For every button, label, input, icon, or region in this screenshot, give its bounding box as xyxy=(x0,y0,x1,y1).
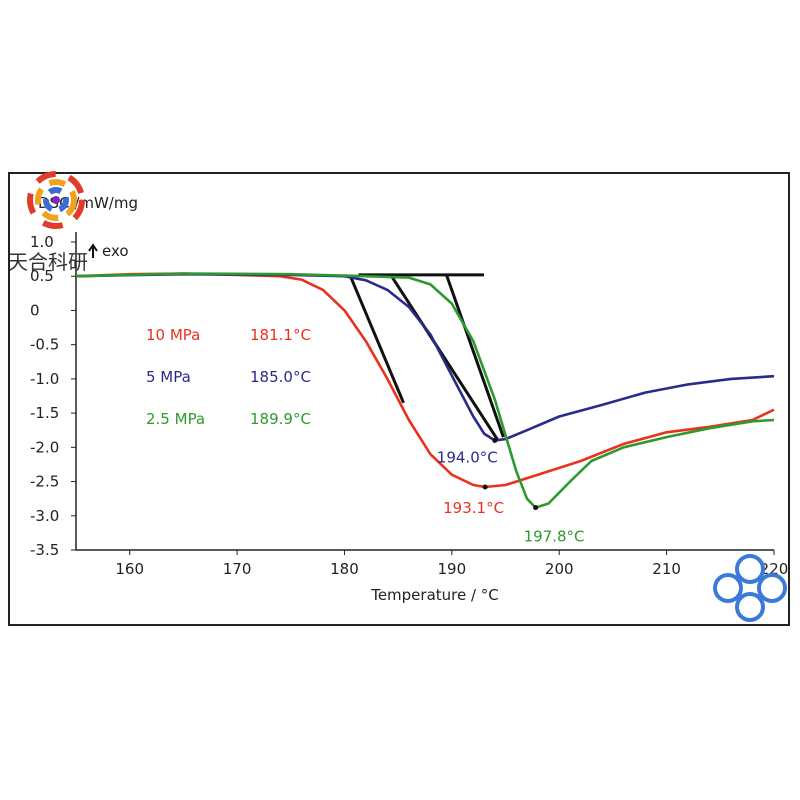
legend-pressure: 5 MPa xyxy=(146,368,191,386)
peak-marker xyxy=(533,505,539,511)
exo-label: exo xyxy=(102,242,129,260)
y-tick-label: -3.0 xyxy=(30,507,59,525)
legend-onset: 181.1°C xyxy=(250,326,311,344)
x-tick-label: 160 xyxy=(115,560,144,578)
chart-frame: 1.0 0.5 0 -0.5 -1.0 -1.5 -2.0 -2.5 -3.0 -3.5 160 17… xyxy=(8,172,790,626)
peak-marker xyxy=(482,484,488,490)
y-tick-label: -1.5 xyxy=(30,404,59,422)
peak-annotation: 194.0°C xyxy=(437,448,498,466)
y-tick-label: -2.0 xyxy=(30,438,59,456)
tangent-line xyxy=(389,274,500,442)
y-tick-label: -1.0 xyxy=(30,370,59,388)
y-tick-label: 0 xyxy=(30,301,40,319)
y-tick-label: 1.0 xyxy=(30,233,54,251)
x-tick-label: 200 xyxy=(545,560,574,578)
series-group xyxy=(75,272,775,509)
axes: 1.0 0.5 0 -0.5 -1.0 -1.5 -2.0 -2.5 -3.0 -3.5 160 17… xyxy=(30,232,788,578)
x-tick-label: 170 xyxy=(223,560,252,578)
y-tick-label: 0.5 xyxy=(30,267,54,285)
legend-onset: 189.9°C xyxy=(250,410,311,428)
tangent-line xyxy=(348,274,405,404)
series-line xyxy=(75,272,775,509)
exo-arrow-icon xyxy=(88,243,98,258)
colorful-logo-icon xyxy=(26,170,86,230)
legend-pressure: 10 MPa xyxy=(146,326,200,344)
peak-marker xyxy=(492,437,498,443)
tangent-lines xyxy=(348,273,505,442)
y-tick-label: -3.5 xyxy=(30,541,59,559)
legend-onset: 185.0°C xyxy=(250,368,311,386)
y-tick-label: -2.5 xyxy=(30,473,59,491)
x-tick-label: 190 xyxy=(438,560,467,578)
peak-markers: 194.0°C 193.1°C 197.8°C xyxy=(437,437,585,546)
x-axis-title: Temperature / °C xyxy=(370,586,499,604)
chart-labels: DSC /mW/mg Temperature / °C exo 10 MPa 18… xyxy=(38,194,499,604)
watermark-text: 天合科研 xyxy=(8,250,88,274)
chain-logo-icon xyxy=(708,552,792,624)
legend-pressure: 2.5 MPa xyxy=(146,410,205,428)
tangent-line xyxy=(445,274,505,438)
x-tick-label: 210 xyxy=(652,560,681,578)
y-tick-label: -0.5 xyxy=(30,336,59,354)
x-tick-label: 220 xyxy=(760,560,788,578)
peak-annotation: 193.1°C xyxy=(443,499,504,517)
peak-annotation: 197.8°C xyxy=(524,528,585,546)
dsc-chart: 1.0 0.5 0 -0.5 -1.0 -1.5 -2.0 -2.5 -3.0 -3.5 160 17… xyxy=(30,194,788,604)
x-tick-label: 180 xyxy=(330,560,359,578)
